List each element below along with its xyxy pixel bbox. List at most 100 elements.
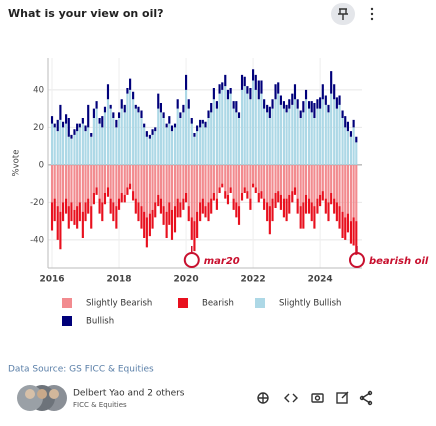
bar-segment: [338, 206, 341, 229]
bar-segment: [221, 89, 224, 165]
bar-segment: [229, 88, 232, 94]
legend-swatch: [255, 298, 265, 308]
bar-segment: [341, 211, 344, 238]
bar-segment: [132, 99, 135, 165]
bar-segment: [310, 202, 313, 222]
bar-segment: [257, 164, 260, 193]
bar-segment: [62, 202, 65, 222]
bar-segment: [95, 164, 98, 188]
bar-segment: [338, 164, 341, 207]
bar-segment: [62, 121, 65, 128]
bar-segment: [65, 123, 68, 165]
bar-segment: [302, 101, 305, 113]
bar-segment: [335, 164, 338, 203]
bar-segment: [159, 103, 163, 113]
bar-segment: [210, 103, 213, 113]
bar-segment: [271, 198, 274, 222]
annotation-text: mar20: [204, 256, 240, 267]
bar-segment: [341, 110, 344, 118]
bar-segment: [157, 164, 160, 195]
bar-segment: [157, 108, 160, 165]
more-menu[interactable]: [370, 7, 374, 21]
bar-segment: [268, 106, 271, 118]
bar-segment: [187, 108, 190, 165]
bar-segment: [232, 198, 235, 210]
legend-label: Bullish: [86, 317, 114, 327]
legend-swatch: [62, 316, 72, 326]
bar-segment: [319, 164, 322, 195]
bar-segment: [274, 84, 277, 100]
bar-segment: [184, 193, 188, 203]
bar-segment: [277, 82, 280, 94]
bar-segment: [87, 198, 90, 214]
bar-segment: [199, 164, 202, 203]
bar-segment: [196, 211, 199, 238]
bar-segment: [92, 164, 95, 193]
pin-button[interactable]: [331, 3, 355, 25]
bar-segment: [274, 164, 277, 193]
bar-segment: [232, 164, 235, 199]
bar-segment: [246, 164, 249, 192]
bar-segment: [243, 86, 246, 165]
bar-segment: [221, 82, 224, 90]
bar-segment: [266, 104, 269, 113]
bar-segment: [299, 164, 302, 207]
bar-segment: [126, 164, 129, 188]
bar-segment: [235, 164, 238, 203]
bar-segment: [346, 131, 349, 165]
bar-segment: [282, 108, 285, 165]
bar-segment: [279, 95, 282, 105]
bar-segment: [257, 80, 260, 100]
bar-segment: [260, 191, 263, 199]
bar-segment: [333, 84, 336, 100]
bar-segment: [78, 123, 81, 128]
bar-segment: [109, 198, 112, 214]
bar-segment: [296, 164, 299, 199]
bar-segment: [307, 198, 311, 214]
bar-segment: [143, 211, 146, 238]
bar-segment: [187, 164, 190, 207]
bar-segment: [346, 213, 349, 233]
bar-segment: [59, 211, 62, 250]
bar-segment: [321, 191, 324, 201]
bar-segment: [321, 84, 324, 100]
bar-segment: [224, 74, 227, 87]
bar-segment: [260, 93, 263, 165]
bar-segment: [179, 112, 182, 118]
bar-segment: [333, 164, 336, 199]
bar-segment: [263, 108, 266, 165]
bar-segment: [296, 99, 299, 109]
bar-segment: [249, 164, 252, 199]
bar-segment: [67, 136, 70, 165]
bar-segment: [257, 99, 260, 165]
bar-segment: [277, 164, 280, 192]
bar-segment: [148, 138, 151, 165]
bar-segment: [123, 104, 126, 113]
bar-segment: [81, 164, 84, 212]
bar-segment: [173, 164, 177, 207]
bar-segment: [299, 110, 302, 118]
bar-segment: [210, 164, 213, 199]
bar-segment: [98, 118, 101, 124]
bar-segment: [232, 108, 235, 165]
bar-segment: [335, 202, 338, 222]
bar-segment: [109, 164, 112, 199]
bar-segment: [215, 164, 218, 199]
bar-segment: [120, 108, 123, 165]
bar-segment: [199, 119, 202, 128]
bar-segment: [50, 202, 54, 231]
bar-segment: [330, 193, 333, 205]
bar-segment: [53, 127, 56, 165]
bar-segment: [349, 164, 353, 222]
bar-segment: [310, 164, 313, 203]
bar-segment: [271, 164, 274, 199]
bar-segment: [140, 118, 143, 165]
bar-segment: [73, 134, 76, 165]
bar-segment: [165, 123, 168, 128]
bar-segment: [263, 99, 266, 109]
bar-segment: [344, 217, 347, 240]
bar-segment: [210, 112, 213, 165]
bar-segment: [106, 99, 110, 165]
footer-icons[interactable]: [257, 390, 373, 406]
bar-segment: [282, 164, 285, 199]
